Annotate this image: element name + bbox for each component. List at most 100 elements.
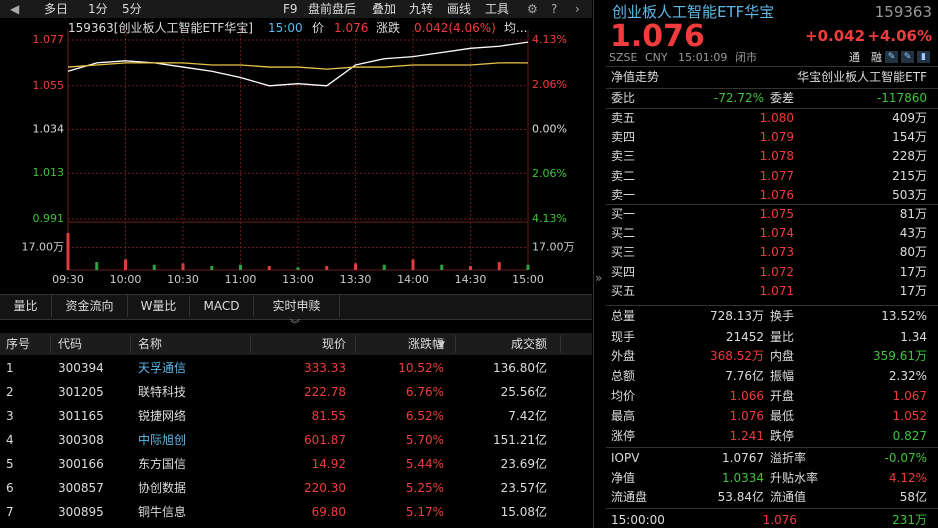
volume-bar — [210, 266, 214, 270]
table-cell[interactable]: 联特科技 — [138, 385, 187, 399]
toolbar-button[interactable]: 5分 — [122, 2, 142, 16]
left-nav-arrow[interactable]: ◀ — [10, 2, 20, 16]
y-tick-label: 1.055 — [33, 79, 65, 92]
stat-label: 升贴水率 — [770, 471, 819, 485]
stat-value: 728.13万 — [710, 309, 764, 323]
stat-value: 1.076 — [729, 409, 764, 423]
tab[interactable]: W量比 — [128, 295, 190, 317]
stat-label: 净值 — [611, 471, 636, 485]
book-price: 1.080 — [759, 111, 794, 125]
table-cell: 23.57亿 — [500, 481, 547, 495]
table-cell: 1 — [6, 361, 14, 375]
table-cell: 15.08亿 — [500, 505, 547, 519]
toolbar-icon[interactable]: ⚙ — [527, 2, 538, 16]
stat-value: 1.0334 — [722, 471, 764, 485]
stat-value: 7.76亿 — [725, 369, 764, 383]
stat-value: 1.067 — [892, 389, 927, 403]
volume-bar — [296, 267, 300, 270]
toolbar-icon[interactable]: › — [575, 2, 580, 16]
stat-label: 最低 — [770, 409, 795, 423]
nav-trend-link[interactable]: 净值走势 — [611, 70, 660, 84]
book-level: 买二 — [611, 226, 636, 241]
price-line — [67, 41, 529, 87]
quote-icon[interactable]: ▮ — [917, 51, 930, 63]
stat-value: 359.61万 — [873, 349, 927, 363]
chart-header-change: 0.042(4.06%) — [414, 21, 496, 35]
quote-icon[interactable]: ✎ — [885, 51, 898, 63]
stat-value: 1.0767 — [722, 451, 764, 465]
x-tick-label: 11:00 — [225, 273, 257, 286]
toolbar-button[interactable]: 1分 — [88, 2, 108, 16]
table-header-cell: 成交额 — [510, 337, 547, 351]
toolbar-button[interactable]: 盘前盘后 — [308, 2, 357, 16]
quote-sep — [606, 66, 938, 67]
price-line — [67, 62, 528, 70]
table-cell[interactable]: 东方国信 — [138, 457, 187, 471]
table-cell: 6.52% — [405, 409, 444, 423]
table-cell: 300308 — [58, 433, 104, 447]
quote-change-pct: +4.06% — [867, 27, 932, 45]
stat-value: 58亿 — [899, 490, 927, 504]
table-cell[interactable]: 中际旭创 — [138, 433, 187, 447]
stat-label: 换手 — [770, 309, 795, 323]
table-cell: 7 — [6, 505, 14, 519]
y2-tick-label: 4.13% — [532, 212, 567, 225]
y2-tick-label: 0.00% — [532, 123, 567, 136]
quote-price: 1.076 — [610, 19, 705, 54]
collapse-icon[interactable]: ︾ — [290, 320, 300, 331]
book-level: 卖二 — [611, 168, 636, 183]
volume-bar — [382, 264, 386, 270]
quote-sep — [606, 305, 938, 306]
quote-icon[interactable]: ✎ — [901, 51, 914, 63]
tab[interactable]: 量比 — [0, 295, 52, 317]
toolbar-button[interactable]: F9 — [283, 2, 298, 16]
volume-bar — [152, 264, 156, 270]
table-cell[interactable]: 协创数据 — [138, 481, 187, 495]
table-cell: 333.33 — [304, 361, 346, 375]
quote-name: 创业板人工智能ETF华宝 — [612, 3, 775, 21]
book-level: 卖五 — [611, 111, 636, 125]
table-cell: 301205 — [58, 385, 104, 399]
tab[interactable]: MACD — [190, 295, 254, 317]
chart-header-title: 159363[创业板人工智能ETF华宝] — [68, 21, 253, 35]
expand-icon[interactable]: » — [595, 271, 603, 285]
table-cell[interactable]: 锐捷网络 — [138, 409, 187, 423]
y-tick-label: 1.034 — [33, 123, 65, 136]
tab[interactable]: 实时申赎 — [254, 295, 340, 317]
toolbar-button[interactable]: 画线 — [447, 2, 472, 16]
toolbar-button[interactable]: 多日 — [44, 2, 69, 16]
x-tick-label: 13:00 — [282, 273, 314, 286]
tick-time: 15:00:00 — [611, 513, 665, 527]
toolbar-button[interactable]: 工具 — [485, 2, 510, 16]
book-price: 1.076 — [759, 187, 794, 202]
stat-label: 内盘 — [770, 349, 795, 363]
volume-bar — [325, 266, 329, 270]
intraday-chart: 1.077 1.055 1.034 1.013 0.991 4.13% 2.06% 0.00%… — [22, 30, 575, 286]
quote-sep — [606, 204, 938, 205]
stat-value: 13.52% — [881, 309, 927, 323]
table-cell: 7.42亿 — [508, 409, 547, 423]
book-volume: 43万 — [899, 226, 927, 241]
column-divider — [355, 335, 356, 353]
toolbar-button[interactable]: 叠加 — [372, 2, 397, 16]
table-header-bg — [0, 333, 592, 355]
table-cell[interactable]: 天孚通信 — [138, 361, 187, 375]
table-cell: 300394 — [58, 361, 104, 375]
table-cell[interactable]: 铜牛信息 — [138, 505, 187, 519]
toolbar-icon[interactable]: ? — [551, 2, 558, 16]
toolbar-button[interactable]: 九转 — [409, 2, 434, 16]
table-cell: 69.80 — [311, 505, 346, 519]
chart-header-price: 1.076 — [334, 21, 369, 35]
volume-bar — [469, 266, 472, 270]
table-cell: 5.25% — [405, 481, 444, 495]
book-level: 卖三 — [611, 149, 636, 164]
book-level: 买三 — [611, 245, 636, 260]
quote-sep — [606, 88, 938, 89]
toolbar-bg — [0, 0, 592, 18]
stat-label: IOPV — [611, 451, 640, 465]
book-level: 买五 — [611, 283, 636, 298]
book-price: 1.077 — [759, 168, 794, 183]
table-header-cell: 现价 — [321, 337, 346, 351]
tab[interactable]: 资金流向 — [52, 295, 128, 317]
